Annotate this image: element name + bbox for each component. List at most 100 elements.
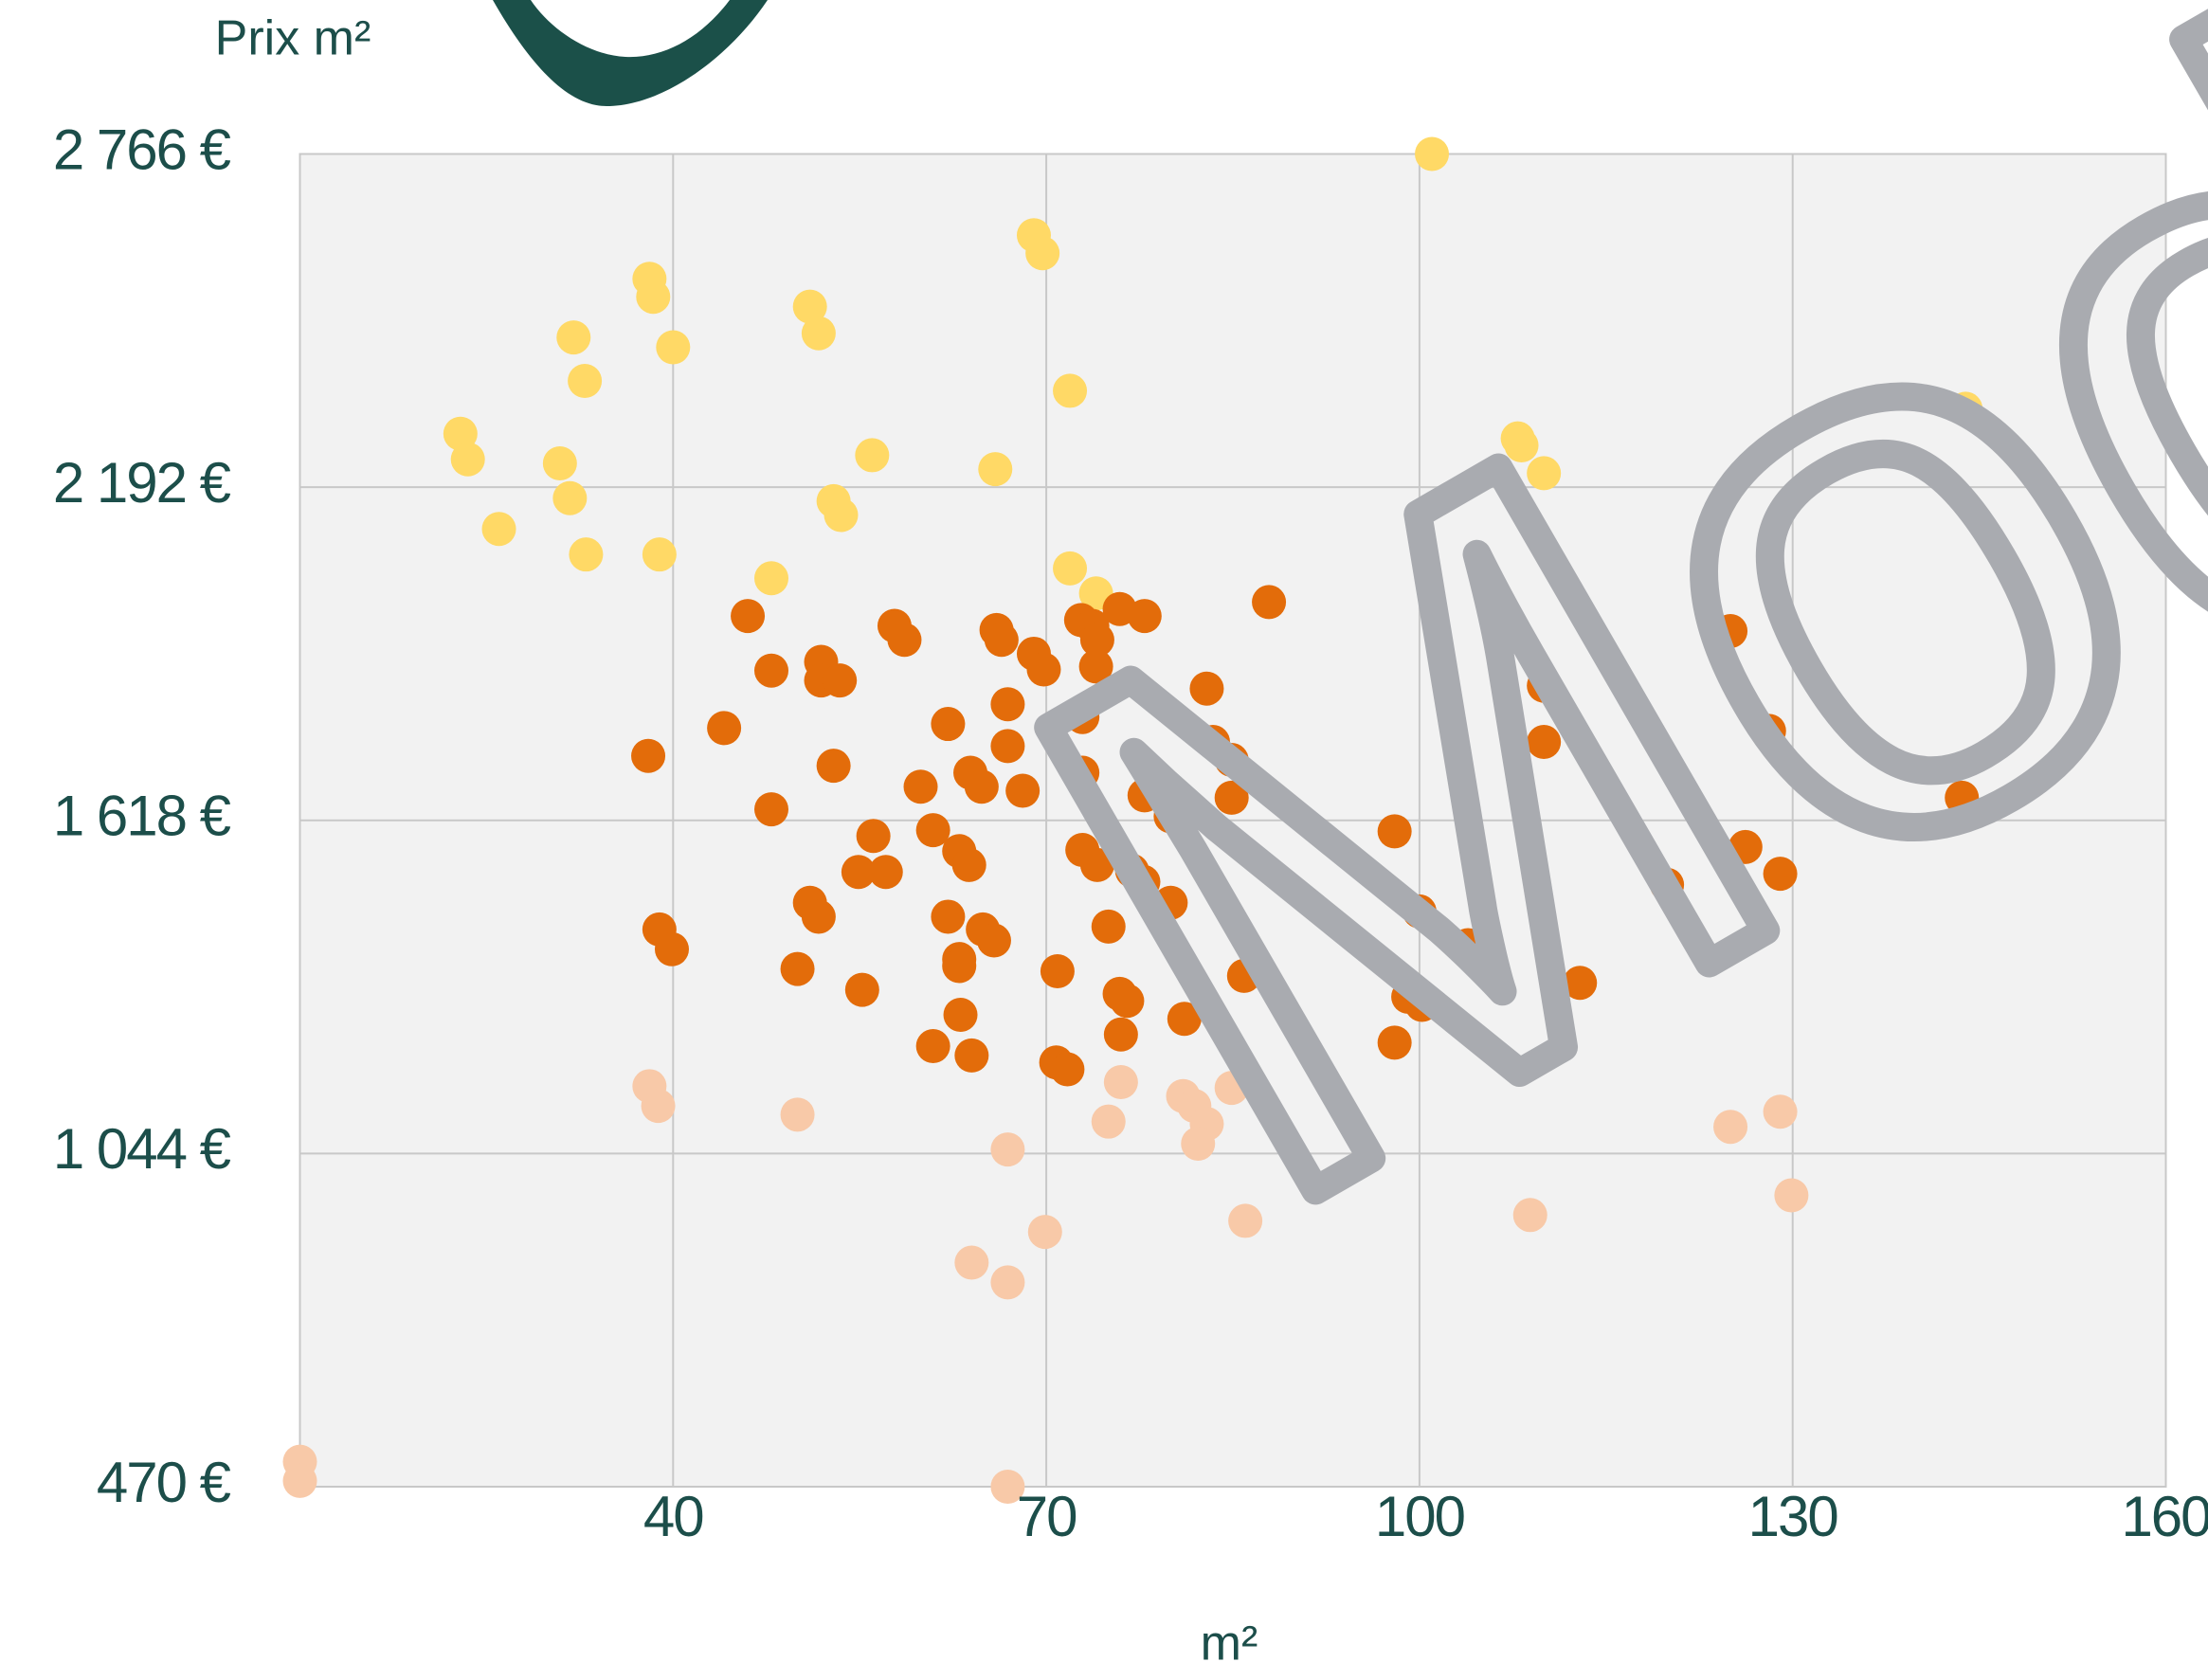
point <box>1214 780 1249 815</box>
point <box>1065 699 1100 734</box>
point <box>1527 725 1562 760</box>
point <box>1189 671 1224 706</box>
point <box>915 813 950 848</box>
point <box>636 280 671 315</box>
point <box>1713 614 1748 649</box>
point <box>1377 1025 1412 1060</box>
point <box>1226 958 1261 993</box>
point <box>1027 1215 1062 1250</box>
point <box>954 1038 989 1073</box>
point <box>1563 966 1598 1001</box>
point <box>1103 1065 1138 1100</box>
point <box>1404 987 1439 1022</box>
point <box>780 1097 815 1132</box>
point <box>964 769 999 804</box>
point <box>990 687 1025 722</box>
point <box>1948 391 1983 426</box>
point <box>450 442 485 477</box>
point <box>1512 1198 1547 1233</box>
y-tick-label: 470 € <box>97 1451 231 1514</box>
point <box>1504 428 1539 463</box>
point <box>1763 857 1798 892</box>
point <box>1451 928 1486 963</box>
x-tick-label: 160 <box>2121 1485 2208 1548</box>
point <box>1053 373 1088 408</box>
point <box>780 951 815 986</box>
y-tick-label: 2 192 € <box>53 451 231 515</box>
point <box>978 452 1013 487</box>
point <box>552 480 588 515</box>
point <box>754 653 789 688</box>
point <box>1127 778 1162 813</box>
point <box>1025 236 1060 271</box>
point <box>542 446 577 481</box>
y-tick-label: 1 618 € <box>53 785 231 848</box>
point <box>990 729 1025 764</box>
point <box>1650 867 1685 902</box>
point <box>841 855 876 890</box>
point <box>1079 623 1114 658</box>
point <box>731 599 766 634</box>
point <box>1415 136 1450 172</box>
point <box>556 320 591 355</box>
x-tick-label: 130 <box>1748 1485 1838 1548</box>
decoration <box>493 0 768 106</box>
point <box>792 289 827 324</box>
point <box>1050 1052 1085 1087</box>
x-tick-label: 100 <box>1375 1485 1465 1548</box>
point <box>1774 1178 1809 1213</box>
point <box>1228 1203 1263 1238</box>
point <box>282 1463 317 1498</box>
point <box>1527 668 1562 703</box>
point <box>1527 456 1562 491</box>
point <box>942 948 977 984</box>
point <box>1091 1104 1126 1139</box>
point <box>855 438 890 473</box>
point <box>1053 551 1088 586</box>
y-tick-label: 1 044 € <box>53 1117 231 1181</box>
point <box>1126 864 1161 899</box>
point <box>903 769 938 804</box>
point <box>568 364 603 399</box>
point <box>801 316 836 351</box>
point <box>976 923 1011 958</box>
point <box>654 931 689 966</box>
point <box>984 623 1019 658</box>
point <box>1091 909 1126 944</box>
point <box>954 1245 989 1280</box>
point <box>481 512 516 547</box>
point <box>1728 829 1763 864</box>
point <box>1713 1110 1748 1145</box>
point <box>1153 885 1188 920</box>
point <box>887 623 922 658</box>
point <box>754 792 789 827</box>
point <box>754 561 789 596</box>
point <box>1763 1094 1798 1129</box>
point <box>1127 599 1162 634</box>
point <box>823 497 859 533</box>
point <box>656 330 691 365</box>
point <box>1026 652 1061 687</box>
point <box>1377 814 1412 849</box>
point <box>1181 1126 1216 1161</box>
point <box>707 711 742 746</box>
point <box>1214 1071 1249 1106</box>
point <box>631 738 666 773</box>
point <box>1103 1017 1138 1052</box>
point <box>1079 847 1114 882</box>
point <box>816 749 851 784</box>
point <box>642 537 677 572</box>
point <box>856 819 891 854</box>
point <box>1153 799 1188 834</box>
point <box>1005 773 1041 808</box>
point <box>1110 984 1145 1019</box>
y-axis-title: Prix m² <box>215 11 371 66</box>
point <box>990 1132 1025 1167</box>
y-tick-label: 2 766 € <box>53 117 231 181</box>
point <box>951 847 986 882</box>
point <box>801 899 836 934</box>
point <box>569 537 604 572</box>
point <box>823 663 858 698</box>
point <box>1945 780 1980 815</box>
